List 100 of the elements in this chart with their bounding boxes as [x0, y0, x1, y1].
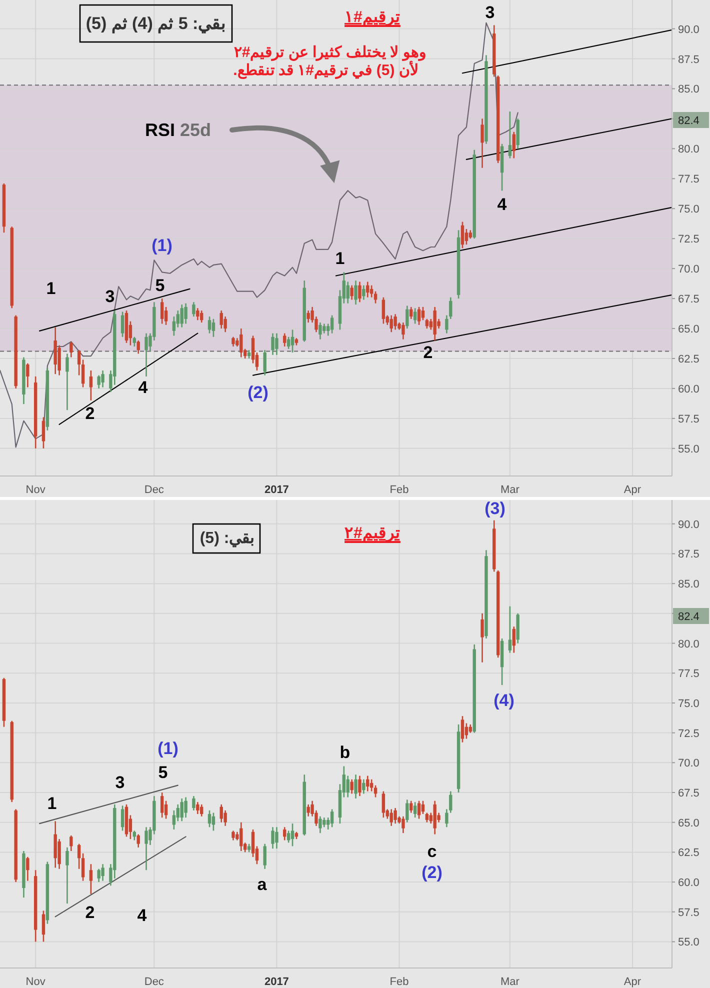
y-tick-label: 60.0: [678, 877, 700, 890]
candlestick: [81, 359, 85, 388]
candlestick: [318, 816, 322, 834]
candlestick: [330, 314, 334, 334]
y-tick-label: 67.5: [678, 294, 700, 306]
annotation: 3: [485, 3, 495, 22]
text: 82.4: [678, 115, 700, 127]
y-tick-label: 77.5: [678, 668, 700, 680]
candlestick: [358, 775, 362, 797]
candlestick: [42, 416, 46, 450]
candlestick: [176, 310, 180, 328]
candlestick: [283, 332, 286, 348]
candlestick: [263, 843, 266, 870]
candlestick: [354, 280, 358, 306]
candlestick: [330, 808, 334, 828]
candlestick: [26, 362, 30, 388]
y-tick-label: 55.0: [678, 936, 700, 949]
candlestick: [132, 336, 136, 348]
x-tick-label: Mar: [500, 976, 520, 988]
candlestick: [160, 298, 164, 324]
candlestick: [402, 816, 405, 834]
y-tick-label: 57.5: [678, 906, 700, 919]
candlestick: [366, 281, 370, 298]
x-tick-label: Nov: [26, 976, 46, 988]
annotation: (2): [422, 863, 442, 882]
candlestick: [306, 804, 310, 818]
annotation: 2: [423, 343, 433, 362]
annotation: 4: [138, 378, 148, 397]
x-tick-label: Dec: [144, 484, 164, 496]
candlestick: [271, 826, 274, 850]
annotation: (4): [494, 691, 514, 710]
candlestick: [362, 284, 366, 300]
text: 82.4: [678, 611, 700, 623]
candlestick: [120, 804, 124, 832]
candlestick: [390, 314, 393, 333]
annotation: 4: [497, 195, 508, 214]
candlestick: [101, 863, 104, 882]
candlestick: [354, 774, 358, 800]
candlestick: [160, 792, 164, 818]
candlestick: [283, 826, 286, 841]
candlestick: [406, 305, 409, 330]
candlestick: [413, 801, 417, 818]
candlestick: [212, 812, 216, 832]
candlestick: [512, 626, 516, 654]
candlestick: [286, 336, 290, 350]
candlestick: [421, 800, 425, 815]
text: ترقيم#٢: [344, 525, 400, 543]
y-tick-label: 90.0: [678, 518, 700, 531]
candlestick: [382, 790, 386, 818]
annotation: 3: [105, 287, 115, 306]
candlestick: [464, 228, 468, 246]
annotation: (3): [484, 499, 506, 518]
annotation: 1: [46, 279, 56, 298]
candlestick: [42, 910, 46, 942]
annotation: (2): [248, 383, 268, 402]
x-tick-label: Apr: [624, 976, 642, 988]
candlestick: [290, 329, 294, 354]
x-tick-label: Nov: [26, 484, 46, 496]
y-tick-label: 72.5: [678, 234, 700, 246]
candlestick: [184, 302, 188, 324]
annotation: RSI 25d: [144, 120, 212, 140]
candlestick: [136, 340, 140, 354]
y-tick-label: 85.0: [678, 84, 700, 96]
y-tick-label: 75.0: [678, 698, 700, 710]
annotation: (1): [158, 739, 178, 758]
candlestick: [508, 606, 512, 654]
candlestick: [370, 284, 374, 298]
y-tick-label: 60.0: [678, 383, 700, 396]
candlestick: [390, 808, 393, 827]
candlestick: [350, 778, 354, 794]
annotation: 4: [137, 906, 148, 925]
candlestick: [200, 804, 204, 818]
candlestick: [192, 301, 196, 318]
candlestick: [318, 322, 322, 340]
candlestick: [322, 323, 326, 334]
candlestick: [480, 118, 484, 169]
candlestick: [263, 349, 266, 376]
y-tick-label: 87.5: [678, 548, 700, 561]
annotation: 5: [155, 276, 165, 295]
y-tick-label: 70.0: [678, 264, 700, 276]
candlestick: [240, 328, 243, 358]
x-tick-label: 2017: [264, 976, 289, 988]
candlestick: [200, 310, 204, 324]
candlestick: [54, 326, 57, 375]
candlestick: [350, 284, 354, 300]
candlestick: [196, 307, 200, 321]
candlestick: [275, 332, 278, 356]
candlestick: [192, 795, 196, 812]
y-tick-label: 80.0: [678, 638, 700, 650]
candlestick: [394, 807, 397, 824]
x-tick-label: Feb: [390, 484, 409, 496]
candlestick: [402, 322, 405, 340]
candlestick: [460, 715, 464, 744]
candlestick: [180, 304, 184, 328]
y-tick-label: 87.5: [678, 54, 700, 66]
candlestick: [180, 798, 184, 822]
annotation: بقي: 5 ثم (4) ثم (5): [86, 14, 226, 34]
candlestick: [410, 800, 413, 814]
candlestick: [97, 374, 100, 390]
candlestick: [208, 810, 212, 828]
